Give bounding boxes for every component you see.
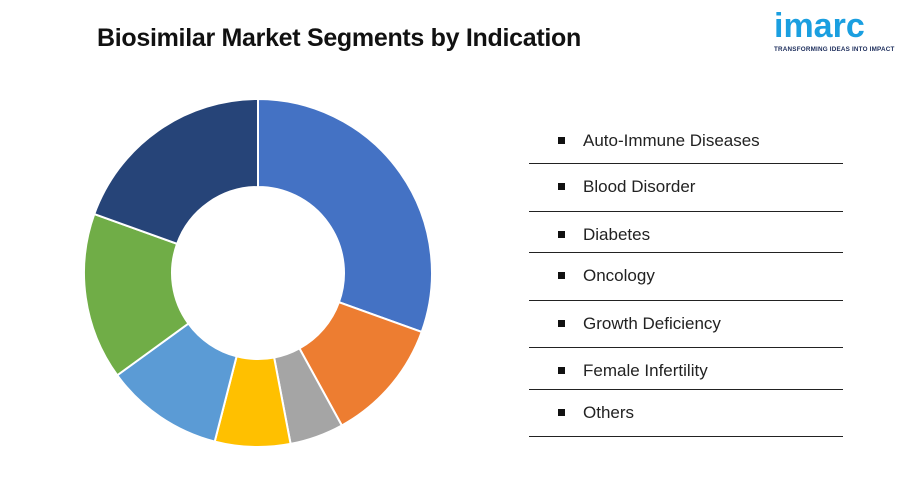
legend-bullet-icon <box>558 137 565 144</box>
legend-item-others: Others <box>529 390 843 437</box>
logo-wordmark: imarc <box>774 7 865 45</box>
logo-tagline: TRANSFORMING IDEAS INTO IMPACT <box>774 46 895 53</box>
legend-label: Diabetes <box>583 225 651 244</box>
legend-bullet-icon <box>558 409 565 416</box>
slice-others <box>93 97 259 246</box>
legend-label: Oncology <box>583 266 655 285</box>
legend-item-diabetes: Diabetes <box>529 212 843 253</box>
legend-label: Others <box>583 403 635 422</box>
legend-item-growth-deficiency: Growth Deficiency <box>529 301 843 348</box>
legend-label: Auto-Immune Diseases <box>583 131 760 150</box>
legend-label: Growth Deficiency <box>583 314 721 333</box>
legend-item-oncology: Oncology <box>529 253 843 301</box>
legend-bullet-icon <box>558 231 565 238</box>
chart-title: Biosimilar Market Segments by Indication <box>97 24 581 52</box>
legend-bullet-icon <box>558 367 565 374</box>
slice-female-infertility <box>83 212 190 377</box>
chart-legend: Auto-Immune Diseases Blood Disorder Diab… <box>529 118 843 437</box>
legend-item-blood-disorder: Blood Disorder <box>529 164 843 212</box>
legend-bullet-icon <box>558 183 565 190</box>
donut-slices <box>83 97 433 448</box>
slice-auto-immune-diseases <box>257 97 433 334</box>
legend-item-auto-immune-diseases: Auto-Immune Diseases <box>529 118 843 164</box>
legend-bullet-icon <box>558 320 565 327</box>
imarc-logo: imarc TRANSFORMING IDEAS INTO IMPACT <box>774 6 895 56</box>
legend-item-female-infertility: Female Infertility <box>529 348 843 390</box>
legend-bullet-icon <box>558 272 565 279</box>
legend-label: Blood Disorder <box>583 177 696 196</box>
legend-label: Female Infertility <box>583 361 708 380</box>
